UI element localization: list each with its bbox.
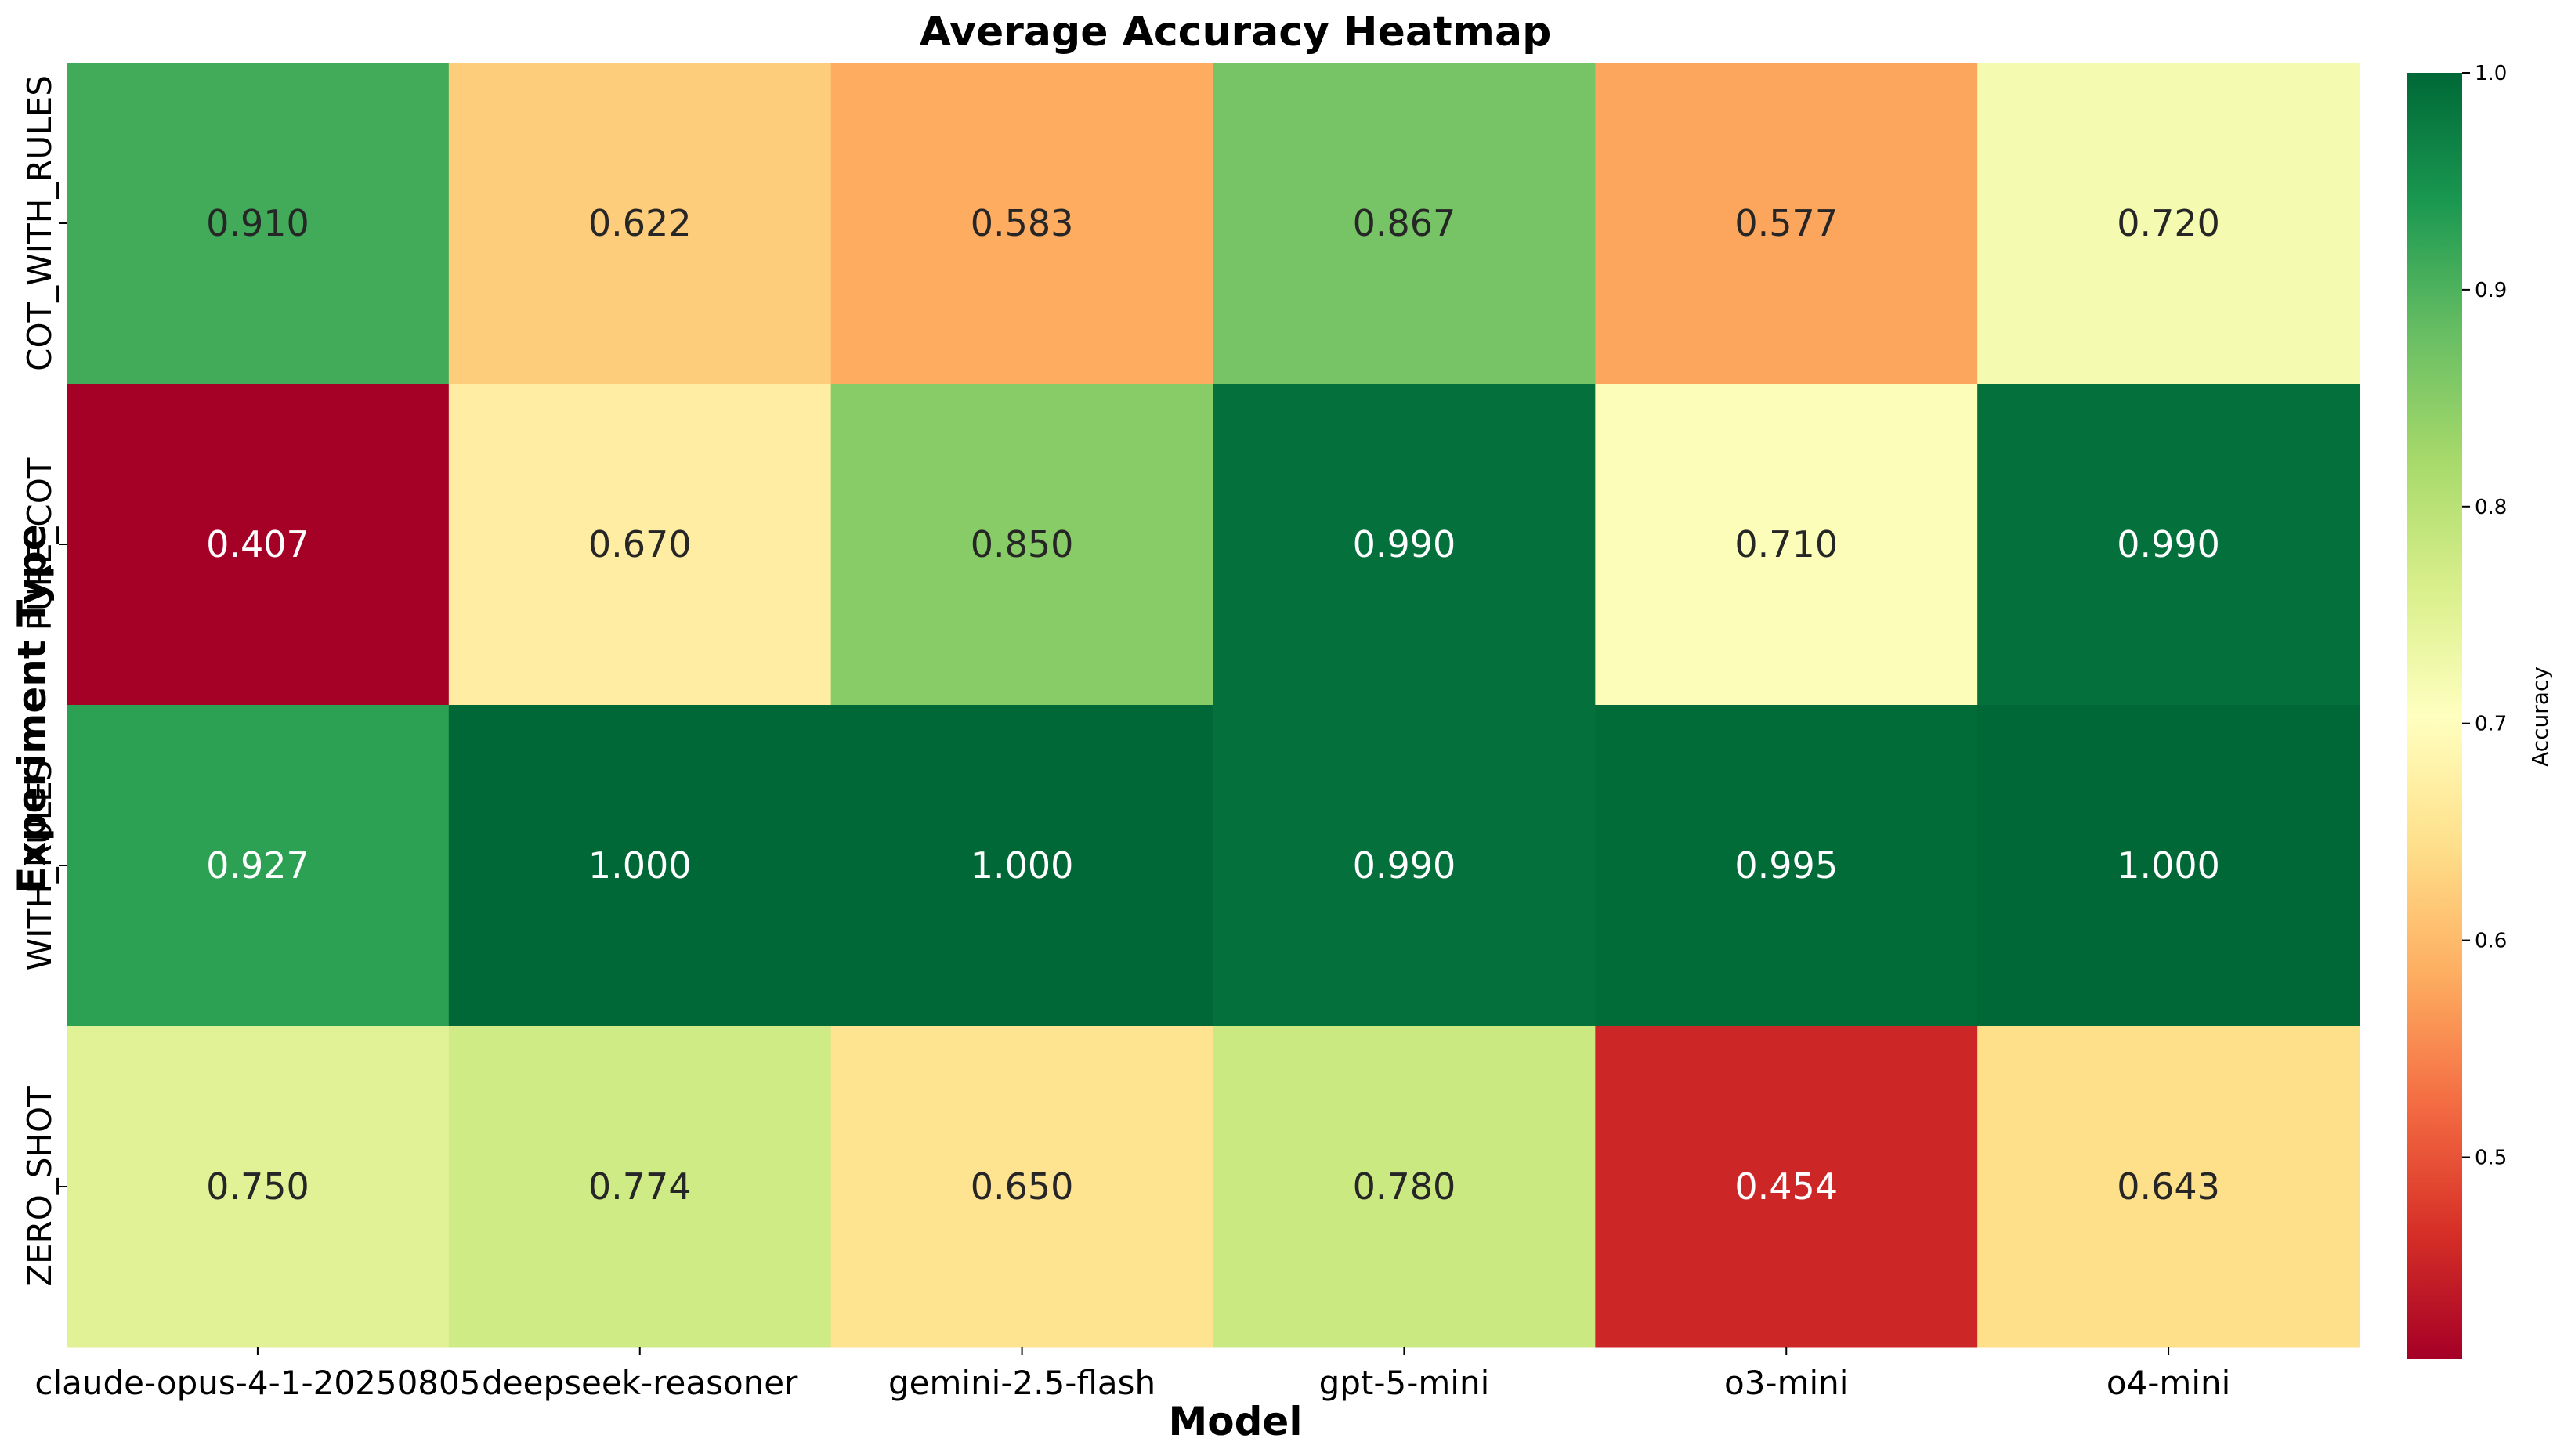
cell-value-label: 0.780 bbox=[1353, 1165, 1456, 1208]
cell-value-label: 1.000 bbox=[971, 844, 1074, 887]
cell-value-label: 0.670 bbox=[588, 523, 692, 565]
cell-value-label: 0.850 bbox=[971, 523, 1074, 565]
heatmap-cell bbox=[448, 63, 832, 385]
heatmap-cell bbox=[1213, 63, 1596, 385]
cell-value-label: 1.000 bbox=[588, 844, 692, 887]
colorbar-tick-label: 0.6 bbox=[2475, 930, 2507, 953]
cell-value-label: 0.720 bbox=[2117, 202, 2220, 244]
x-tick-label: o3-mini bbox=[1724, 1364, 1848, 1402]
heatmap-cell bbox=[67, 384, 450, 706]
cell-value-label: 0.407 bbox=[206, 523, 309, 565]
cell-value-label: 0.990 bbox=[2117, 523, 2220, 565]
heatmap-cell bbox=[1595, 1026, 1978, 1348]
chart-title: Average Accuracy Heatmap bbox=[920, 9, 1552, 56]
cell-value-label: 0.927 bbox=[206, 844, 309, 887]
y-tick-label: ZERO_SHOT bbox=[20, 1086, 59, 1287]
x-tick-label: gpt-5-mini bbox=[1319, 1364, 1490, 1402]
y-axis-label: Experiment Type bbox=[9, 524, 55, 893]
cell-value-label: 0.577 bbox=[1734, 202, 1838, 244]
colorbar-tick-label: 0.7 bbox=[2475, 713, 2507, 736]
cell-value-label: 0.643 bbox=[2117, 1165, 2220, 1208]
y-tick-label: PURE_COT bbox=[20, 457, 59, 630]
colorbar-gradient bbox=[2407, 73, 2462, 1359]
cell-value-label: 0.710 bbox=[1734, 523, 1838, 565]
heatmap-cell bbox=[67, 63, 450, 385]
heatmap-cell bbox=[830, 705, 1213, 1027]
heatmap-cell bbox=[1977, 384, 2360, 706]
x-tick-label: gemini-2.5-flash bbox=[888, 1364, 1155, 1402]
heatmap-cell bbox=[830, 63, 1213, 385]
heatmap-cell bbox=[448, 384, 832, 706]
heatmap-cell bbox=[448, 1026, 832, 1348]
heatmap-cell bbox=[1977, 1026, 2360, 1348]
heatmap-cell bbox=[1977, 63, 2360, 385]
cell-value-label: 1.000 bbox=[2117, 844, 2220, 887]
x-axis: claude-opus-4-1-20250805 deepseek-reasone… bbox=[34, 1347, 2230, 1402]
heatmap-cell bbox=[1977, 705, 2360, 1027]
cell-value-label: 0.910 bbox=[206, 202, 309, 244]
heatmap-cell bbox=[448, 705, 832, 1027]
colorbar-tick-label: 1.0 bbox=[2475, 62, 2507, 85]
cell-value-label: 0.995 bbox=[1734, 844, 1838, 887]
heatmap-cell bbox=[1595, 384, 1978, 706]
x-tick-label: o4-mini bbox=[2107, 1364, 2230, 1402]
x-tick-label: claude-opus-4-1-20250805 bbox=[34, 1364, 480, 1402]
cell-value-label: 0.454 bbox=[1734, 1165, 1838, 1208]
heatmap-cell bbox=[1213, 1026, 1596, 1348]
colorbar: 0.5 0.6 0.7 0.8 0.9 1.0 bbox=[2407, 62, 2507, 1359]
heatmap-cell bbox=[830, 384, 1213, 706]
cell-value-label: 0.774 bbox=[588, 1165, 692, 1208]
cell-value-label: 0.650 bbox=[971, 1165, 1074, 1208]
cell-value-label: 0.990 bbox=[1353, 844, 1456, 887]
cell-value-label: 0.622 bbox=[588, 202, 692, 244]
cell-value-label: 0.750 bbox=[206, 1165, 309, 1208]
cell-value-label: 0.867 bbox=[1353, 202, 1456, 244]
x-axis-label: Model bbox=[1169, 1399, 1303, 1444]
heatmap-cells: 0.910 0.622 0.583 0.867 0.577 0.720 0.407 0.670… bbox=[67, 63, 2360, 1348]
heatmap-cell bbox=[830, 1026, 1213, 1348]
x-tick-label: deepseek-reasoner bbox=[482, 1364, 798, 1402]
cell-value-label: 0.583 bbox=[971, 202, 1074, 244]
heatmap-cell bbox=[67, 1026, 450, 1348]
heatmap-cell bbox=[1213, 705, 1596, 1027]
y-tick-label: WITH_RULES bbox=[20, 761, 59, 971]
colorbar-tick-label: 0.5 bbox=[2475, 1146, 2507, 1169]
heatmap-cell bbox=[67, 705, 450, 1027]
colorbar-tick-label: 0.8 bbox=[2475, 496, 2507, 519]
heatmap-cell bbox=[1213, 384, 1596, 706]
heatmap-cell bbox=[1595, 63, 1978, 385]
colorbar-tick-label: 0.9 bbox=[2475, 279, 2507, 302]
colorbar-label: Accuracy bbox=[2527, 667, 2553, 767]
cell-value-label: 0.990 bbox=[1353, 523, 1456, 565]
y-axis: COT_WITH_RULES PURE_COT WITH_RULES ZERO_SHO… bbox=[20, 75, 67, 1287]
y-tick-label: COT_WITH_RULES bbox=[20, 75, 59, 371]
heatmap-cell bbox=[1595, 705, 1978, 1027]
